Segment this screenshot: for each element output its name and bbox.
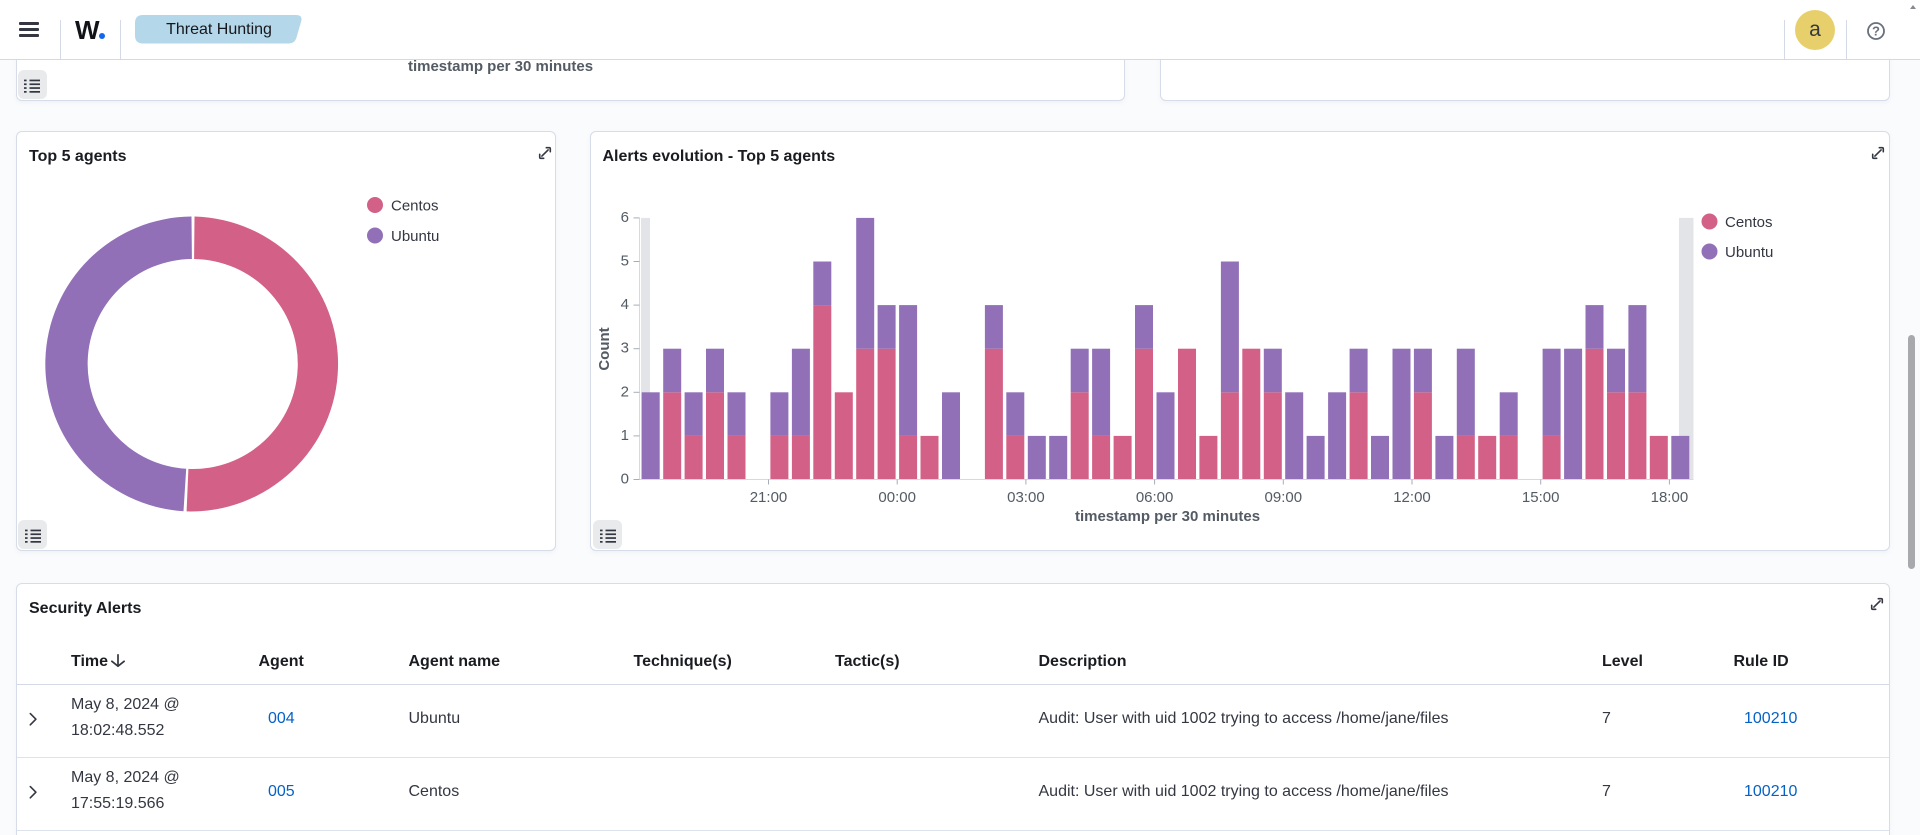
- svg-text:timestamp per 30 minutes: timestamp per 30 minutes: [1074, 508, 1259, 525]
- svg-text:6: 6: [620, 209, 628, 226]
- svg-text:06:00: 06:00: [1135, 489, 1173, 506]
- svg-text:5: 5: [620, 253, 628, 270]
- svg-text:2: 2: [620, 383, 628, 400]
- svg-text:12:00: 12:00: [1393, 489, 1431, 506]
- svg-text:Ubuntu: Ubuntu: [1725, 244, 1773, 261]
- svg-text:09:00: 09:00: [1264, 489, 1302, 506]
- svg-text:Centos: Centos: [391, 198, 439, 215]
- svg-text:0: 0: [620, 471, 628, 488]
- svg-text:4: 4: [620, 296, 628, 313]
- svg-text:1: 1: [620, 427, 628, 444]
- svg-text:Ubuntu: Ubuntu: [391, 228, 439, 245]
- svg-text:03:00: 03:00: [1007, 489, 1045, 506]
- svg-text:21:00: 21:00: [749, 489, 787, 506]
- svg-text:?: ?: [1872, 24, 1880, 39]
- svg-text:Centos: Centos: [1725, 214, 1773, 231]
- svg-text:00:00: 00:00: [878, 489, 916, 506]
- svg-text:Count: Count: [596, 327, 613, 370]
- svg-text:15:00: 15:00: [1521, 489, 1559, 506]
- svg-text:18:00: 18:00: [1650, 489, 1688, 506]
- svg-text:3: 3: [620, 340, 628, 357]
